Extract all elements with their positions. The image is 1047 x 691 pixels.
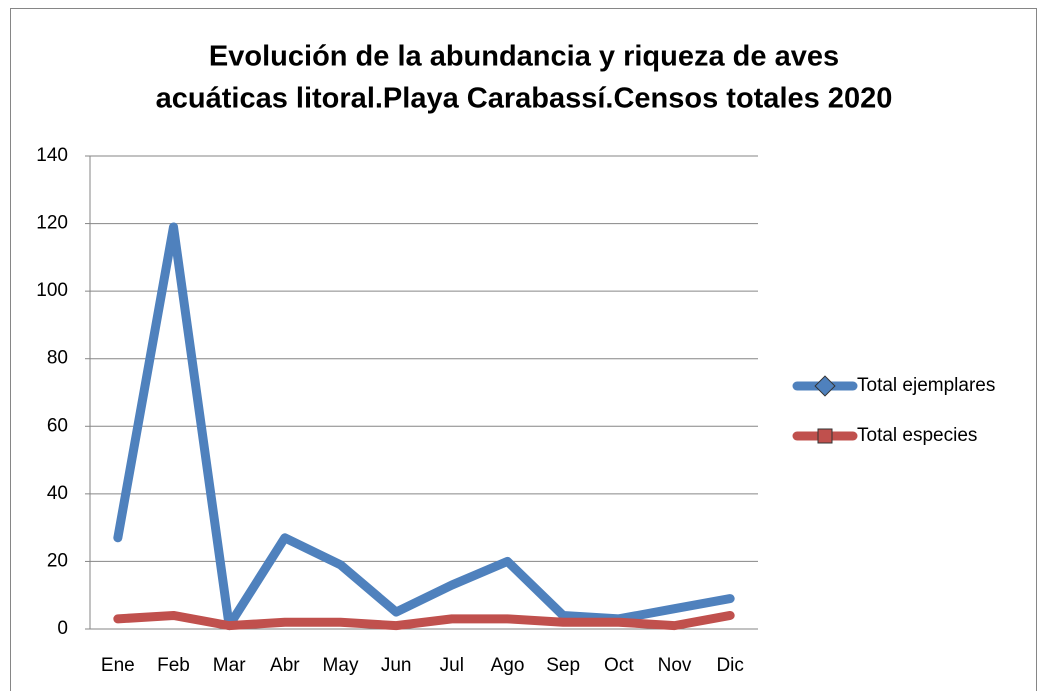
x-tick-label: Ago [491, 655, 525, 676]
x-tick-label: Sep [546, 655, 580, 676]
x-tick-label: Abr [270, 655, 300, 676]
x-tick-label: Nov [658, 655, 692, 676]
y-tick-label: 0 [57, 618, 68, 639]
y-tick-label: 140 [36, 145, 68, 166]
y-tick-label: 100 [36, 280, 68, 301]
x-tick-label: Mar [213, 655, 246, 676]
chart-frame [10, 8, 1037, 691]
y-tick-label: 20 [47, 550, 68, 571]
x-tick-label: May [323, 655, 359, 676]
y-tick-label: 40 [47, 483, 68, 504]
legend-label: Total ejemplares [857, 375, 995, 396]
x-tick-label: Dic [716, 655, 743, 676]
data-line [113, 610, 735, 631]
x-tick-label: Jul [440, 655, 464, 676]
chart-title: acuáticas litoral.Playa Carabassí.Censos… [156, 83, 893, 115]
legend-label: Total especies [857, 425, 977, 446]
chart-title: Evolución de la abundancia y riqueza de … [209, 41, 839, 73]
y-tick-label: 80 [47, 348, 68, 369]
x-tick-label: Ene [101, 655, 135, 676]
legend-marker [814, 375, 836, 397]
x-tick-label: Feb [157, 655, 190, 676]
legend-marker [817, 428, 833, 444]
y-tick-label: 60 [47, 415, 68, 436]
x-tick-label: Jun [381, 655, 412, 676]
data-line [113, 222, 735, 631]
x-tick-label: Oct [604, 655, 634, 676]
y-tick-label: 120 [36, 213, 68, 234]
